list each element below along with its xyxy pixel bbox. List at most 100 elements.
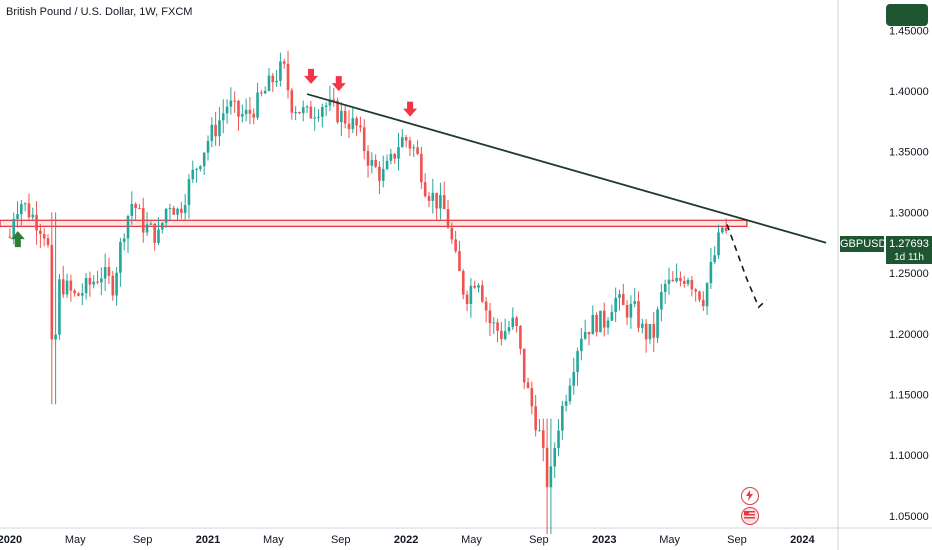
candle-body [164,208,168,223]
x-tick-label: Sep [529,534,549,546]
candle-body [568,385,572,402]
x-tick-label: May [65,534,86,546]
candle-body [393,153,396,159]
candle-body [583,331,587,339]
y-tick-label: 1.35000 [889,147,929,159]
candle-body [73,290,76,294]
candle-body [621,294,625,305]
candle-body [111,275,115,296]
down-arrow-marker [403,101,418,117]
candle-body [442,195,446,210]
candle-body [370,159,374,166]
candle-body [389,153,393,161]
candle-body [503,331,507,340]
candle-body [119,241,122,273]
flash-icon[interactable] [741,487,759,505]
candle-body [294,112,297,114]
candle-body [313,117,316,119]
up-arrow-marker [10,231,25,248]
x-tick-label: 2021 [196,534,220,546]
candle-body [210,124,214,141]
candle-body [515,317,518,327]
candle-body [484,301,488,311]
candle-body [42,234,46,239]
candle-body [660,291,663,310]
candle-body [519,326,522,349]
candle-body [347,123,351,130]
candle-body [324,105,328,108]
candle-body [656,309,659,338]
candle-body [637,301,640,328]
candle-body [80,293,84,296]
countdown-badge: 1d 11h [886,252,932,264]
candle-body [69,280,73,291]
candle-body [275,80,278,83]
candle-body [362,127,366,152]
candle-body [138,208,141,210]
candle-body [507,327,511,332]
candle-body [153,223,156,243]
candle-body [256,92,259,118]
candle-body [591,314,595,335]
candle-body [107,267,111,276]
candle-body [431,192,435,201]
x-tick-label: Sep [133,534,153,546]
candle-body [587,331,591,335]
us-flag-icon[interactable] [741,507,759,525]
candle-body [244,109,248,115]
candle-body [20,204,23,215]
candle-body [343,110,347,124]
candle-body [602,310,606,328]
candle-body [618,294,621,298]
y-tick-label: 1.45000 [889,25,929,37]
candle-body [694,289,697,292]
chart-title: British Pound / U.S. Dollar, 1W, FXCM [6,6,193,18]
candle-body [686,279,690,285]
candle-body [172,208,176,215]
resistance-zone [0,219,748,228]
top-right-button[interactable] [886,4,928,26]
candle-body [260,92,263,94]
candle-body [561,405,564,431]
candle-body [492,322,496,324]
x-tick-label: May [659,534,680,546]
candle-body [511,317,515,328]
candle-body [263,90,267,94]
y-tick-label: 1.25000 [889,268,929,280]
candle-body [214,124,217,137]
candle-body [187,179,191,206]
candle-body [526,382,530,389]
candle-body [522,348,526,383]
x-tick-label: 2020 [0,534,22,546]
candle-body [199,166,202,169]
x-tick-label: May [461,534,482,546]
candle-body [385,160,389,170]
candle-body [701,299,705,307]
candle-body [39,230,42,235]
candle-body [713,255,717,262]
candle-body [435,192,438,209]
candle-body [717,232,720,256]
candle-body [614,297,617,312]
candle-body [427,196,431,201]
candle-body [625,304,629,318]
candle-body [366,151,370,166]
candle-body [709,261,713,284]
candle-body [77,293,80,296]
candle-body [229,100,233,107]
candle-body [652,323,656,338]
candle-body [477,285,480,288]
candle-body [599,310,602,333]
candle-body [328,99,332,106]
candle-body [180,208,183,213]
candle-body [271,75,275,83]
candle-body [454,239,457,252]
candle-body [576,351,579,373]
candle-body [58,279,61,335]
candle-body [54,334,57,340]
candle-body [644,323,648,340]
candle-body [122,238,126,242]
candle-body [195,168,198,170]
candle-body [241,114,244,117]
